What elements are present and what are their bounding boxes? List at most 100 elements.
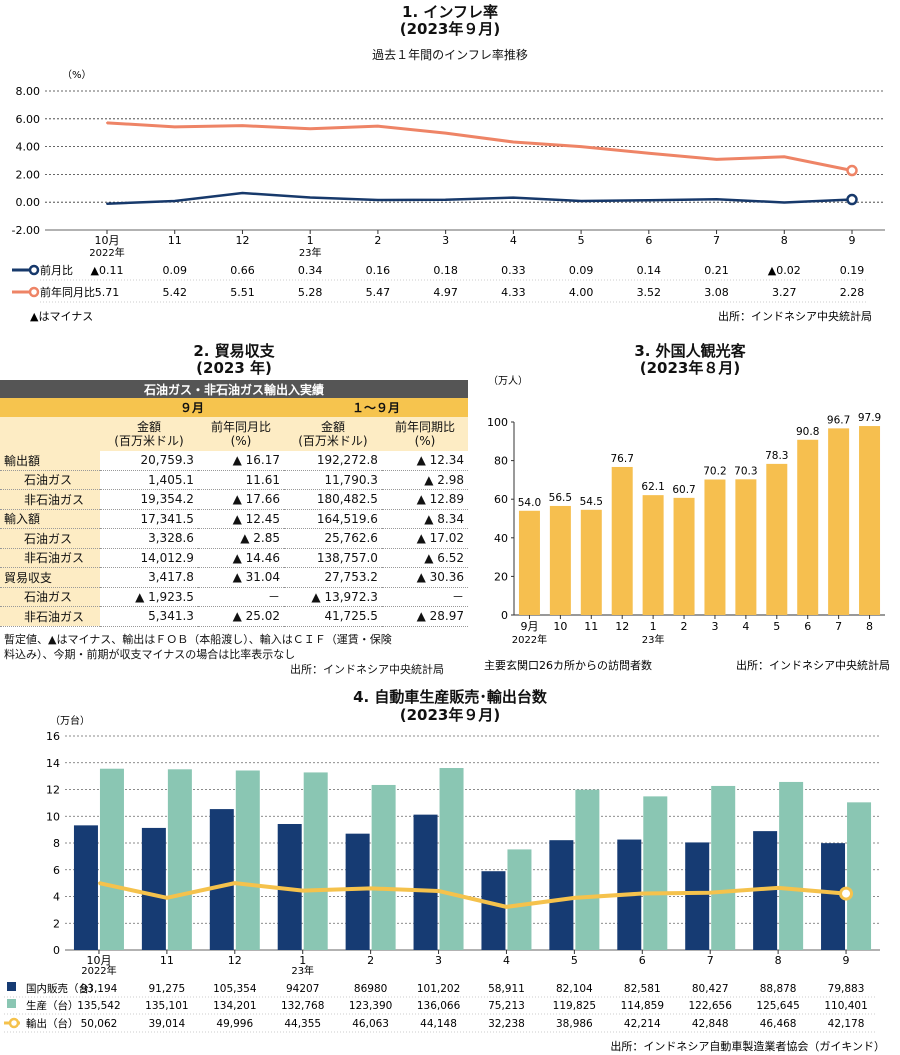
trade-cell-yoy: ▲ 25.02 <box>197 606 284 627</box>
x-tick-label: 7 <box>707 954 714 967</box>
col-yoy: 前年同月比 <box>210 420 271 434</box>
trade-cell-yoy: 11.61 <box>197 470 284 490</box>
domestic-value: 101,202 <box>417 983 460 995</box>
trade-row-label: 非石油ガス <box>0 489 100 510</box>
bar-value-label: 78.3 <box>765 450 788 462</box>
export-point <box>777 886 780 889</box>
x-tick-label: 2 <box>681 620 688 633</box>
tourists-source: 出所：インドネシア中央統計局 <box>736 658 890 672</box>
trade-cell-yoy: ▲ 17.66 <box>197 489 284 510</box>
trade-cell-ytd: ▲ 8.34 <box>381 509 468 529</box>
production-value: 135,542 <box>77 1000 120 1012</box>
bar-production <box>507 849 532 950</box>
y-tick-label: 2 <box>53 917 60 930</box>
trade-cell-amount-ytd: 27,753.2 <box>283 567 382 588</box>
bar-value-label: 70.3 <box>734 465 757 477</box>
trade-note-1: 暫定値、▲はマイナス、輸出はＦＯＢ（本船渡し）、輸入はＣＩＦ（運賃・保険 <box>4 633 392 646</box>
bar <box>704 479 726 615</box>
production-value: 135,101 <box>145 1000 188 1012</box>
trade-cell-amount-ytd: 138,757.0 <box>283 548 382 568</box>
col-amount: 金額 <box>136 420 161 434</box>
trade-cell-ytd: ▲ 12.34 <box>381 451 468 471</box>
export-value: 42,214 <box>624 1018 661 1030</box>
export-point <box>301 889 304 892</box>
bar-production <box>167 769 192 950</box>
export-series-line <box>98 881 847 909</box>
y-tick-label: 60 <box>494 493 508 506</box>
export-value: 42,848 <box>692 1018 729 1030</box>
mom-value: 0.66 <box>230 264 255 277</box>
yoy-value: 3.52 <box>637 286 662 299</box>
y-tick-label: 0 <box>53 944 60 957</box>
y-tick-label: 4 <box>53 891 60 904</box>
data-point <box>647 152 650 155</box>
data-point <box>580 199 583 202</box>
data-point <box>512 196 515 199</box>
inflation-title: 1. インフレ率 <box>402 3 498 21</box>
year-label: 2022年 <box>81 964 116 977</box>
year-label: 2022年 <box>89 246 124 259</box>
x-tick-label: 12 <box>228 954 242 967</box>
x-tick-label: 3 <box>711 620 718 633</box>
bar-domestic <box>685 842 710 950</box>
x-tick-label: 1 <box>299 954 306 967</box>
domestic-value: 82,581 <box>624 983 661 995</box>
trade-cell-ytd: ▲ 12.89 <box>381 489 468 510</box>
domestic-value: 82,104 <box>556 983 593 995</box>
trade-cell-amount-ytd: 192,272.8 <box>283 451 382 471</box>
inflation-source: 出所：インドネシア中央統計局 <box>718 309 872 323</box>
x-tick-label: 12 <box>235 234 249 247</box>
trade-cell-amount-ytd: 180,482.5 <box>283 489 382 510</box>
trade-cell-amount: 3,328.6 <box>100 528 198 549</box>
mom-series-line <box>106 191 853 205</box>
export-value: 44,148 <box>420 1018 457 1030</box>
year-label: 23年 <box>299 246 322 259</box>
export-point <box>97 882 100 885</box>
yoy-value: 4.97 <box>433 286 458 299</box>
trade-row-label: 石油ガス <box>0 587 100 607</box>
y-tick-label: 8 <box>53 837 60 850</box>
bar-production <box>235 770 260 950</box>
data-point <box>173 199 176 202</box>
trade-cell-amount: 17,341.5 <box>100 509 198 529</box>
bar <box>828 428 850 615</box>
export-value: 49,996 <box>216 1018 253 1030</box>
x-tick-label: 11 <box>584 620 598 633</box>
x-tick-label: 7 <box>835 620 842 633</box>
domestic-value: 79,883 <box>828 983 865 995</box>
mom-value: ▲0.02 <box>768 264 801 277</box>
production-value: 132,768 <box>281 1000 324 1012</box>
y-tick-label: 12 <box>46 784 60 797</box>
trade-row-label: 貿易収支 <box>0 567 100 588</box>
trade-row-label: 輸入額 <box>0 509 100 529</box>
bar-domestic <box>209 809 234 950</box>
export-point <box>573 896 576 899</box>
y-tick-label: 20 <box>494 570 508 583</box>
y-tick-label: 100 <box>487 416 508 429</box>
trade-note-2: 料込み）、今期・前期が収支マイナスの場合は比率表示なし <box>4 648 296 661</box>
trade-table: 石油ガス・非石油ガス輸出入実績 ９月 １～９月 金額 (百万米ドル) 前年同月比(… <box>0 380 468 627</box>
trade-cell-ytd: ▲ 6.52 <box>381 548 468 568</box>
bar-production <box>99 768 124 950</box>
production-value: 75,213 <box>488 1000 525 1012</box>
autos-source: 出所：インドネシア自動車製造業者協会（ガイキンド） <box>610 1039 885 1053</box>
bar <box>518 510 540 615</box>
y-tick-label: 80 <box>494 455 508 468</box>
x-tick-label: 11 <box>168 234 182 247</box>
production-value: 134,201 <box>213 1000 256 1012</box>
export-point <box>165 896 168 899</box>
domestic-legend-swatch <box>7 982 16 991</box>
year-label: 2022年 <box>512 633 547 646</box>
export-value: 46,468 <box>760 1018 797 1030</box>
trade-cell-ytd: － <box>381 587 468 607</box>
bar-value-label: 60.7 <box>672 484 695 496</box>
data-point <box>173 125 176 128</box>
bar <box>859 426 881 615</box>
data-point <box>241 192 244 195</box>
yoy-value: 3.08 <box>704 286 729 299</box>
data-point <box>715 198 718 201</box>
trade-cell-amount: 3,417.8 <box>100 567 198 588</box>
x-tick-label: 10月 <box>86 954 111 967</box>
data-point-end <box>846 164 858 177</box>
export-point <box>437 889 440 892</box>
